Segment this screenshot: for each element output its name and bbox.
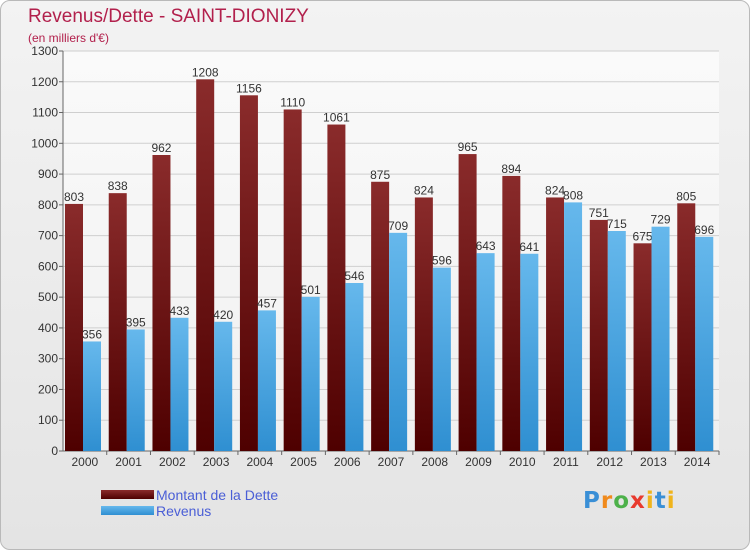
revenue-bar xyxy=(520,253,539,451)
debt-bar xyxy=(458,154,477,452)
debt-bar xyxy=(108,193,127,451)
y-tick-label: 200 xyxy=(38,382,58,396)
debt-value-label: 803 xyxy=(64,190,84,204)
revenue-bar xyxy=(301,296,320,451)
revenue-value-label: 395 xyxy=(126,315,146,329)
debt-value-label: 962 xyxy=(151,141,171,155)
debt-value-label: 894 xyxy=(501,162,521,176)
debt-bar xyxy=(677,203,696,451)
revenue-value-label: 356 xyxy=(82,327,102,341)
y-tick-label: 400 xyxy=(38,321,58,335)
chart-title: Revenus/Dette - SAINT-DIONIZY xyxy=(28,6,309,27)
revenue-value-label: 546 xyxy=(344,269,364,283)
x-tick-label: 2002 xyxy=(159,455,186,469)
legend-swatch-debt xyxy=(101,490,154,499)
chart-subtitle: (en milliers d'€) xyxy=(28,31,109,45)
x-tick-label: 2010 xyxy=(509,455,536,469)
debt-value-label: 1208 xyxy=(192,65,219,79)
y-tick-label: 1300 xyxy=(31,44,58,58)
debt-value-label: 1061 xyxy=(323,111,350,125)
revenue-value-label: 641 xyxy=(519,240,539,254)
revenue-bar xyxy=(476,253,495,451)
debt-value-label: 875 xyxy=(370,168,390,182)
debt-value-label: 805 xyxy=(676,189,696,203)
revenue-value-label: 596 xyxy=(432,254,452,268)
x-tick-label: 2008 xyxy=(421,455,448,469)
debt-bar xyxy=(502,175,521,451)
proxiti-logo: Proxiti xyxy=(583,488,676,514)
x-tick-label: 2013 xyxy=(640,455,667,469)
legend-label-debt: Montant de la Dette xyxy=(156,487,279,503)
revenue-bar xyxy=(651,226,670,451)
x-tick-label: 2006 xyxy=(334,455,361,469)
debt-value-label: 965 xyxy=(458,140,478,154)
revenue-value-label: 433 xyxy=(169,304,189,318)
x-tick-label: 2014 xyxy=(684,455,711,469)
debt-bar xyxy=(239,95,258,452)
revenue-bar xyxy=(214,321,233,451)
debt-value-label: 824 xyxy=(545,183,565,197)
revenue-value-label: 501 xyxy=(301,283,321,297)
revenue-bar xyxy=(83,341,101,451)
debt-value-label: 1156 xyxy=(236,81,262,95)
x-tick-label: 2007 xyxy=(378,455,405,469)
y-tick-label: 100 xyxy=(38,413,58,427)
y-tick-label: 800 xyxy=(38,198,58,212)
revenue-bar xyxy=(564,202,583,451)
x-tick-label: 2012 xyxy=(596,455,623,469)
y-tick-label: 1100 xyxy=(32,106,58,120)
debt-bar xyxy=(546,197,565,451)
revenue-value-label: 709 xyxy=(388,219,408,233)
revenue-bar xyxy=(389,232,408,451)
debt-bar xyxy=(152,155,171,451)
revenue-value-label: 729 xyxy=(651,213,671,227)
debt-bar xyxy=(589,219,608,451)
debt-bar xyxy=(633,243,652,451)
x-tick-label: 2000 xyxy=(72,455,99,469)
y-tick-label: 600 xyxy=(38,259,58,273)
y-tick-label: 500 xyxy=(38,290,58,304)
x-tick-label: 2011 xyxy=(553,455,579,469)
debt-value-label: 824 xyxy=(414,183,434,197)
y-tick-label: 0 xyxy=(51,444,58,458)
revenue-bar xyxy=(126,329,145,451)
revenue-bar xyxy=(345,283,364,451)
x-tick-label: 2003 xyxy=(203,455,230,469)
revenue-bar xyxy=(432,267,451,451)
debt-bar xyxy=(414,197,433,451)
x-tick-label: 2004 xyxy=(246,455,273,469)
debt-value-label: 675 xyxy=(633,229,653,243)
y-tick-label: 1000 xyxy=(31,136,58,150)
revenue-value-label: 643 xyxy=(476,239,496,253)
revenue-value-label: 715 xyxy=(607,217,627,231)
debt-value-label: 751 xyxy=(589,206,609,220)
x-tick-label: 2005 xyxy=(290,455,317,469)
x-tick-label: 2009 xyxy=(465,455,492,469)
y-tick-label: 1200 xyxy=(31,75,58,89)
revenue-value-label: 808 xyxy=(563,188,583,202)
revenue-bar xyxy=(607,231,626,451)
debt-value-label: 838 xyxy=(108,179,128,193)
legend-swatch-revenue xyxy=(101,506,154,515)
debt-bar xyxy=(283,109,302,451)
revenue-bar xyxy=(170,317,189,451)
x-tick-label: 2001 xyxy=(115,455,142,469)
legend-label-revenue: Revenus xyxy=(156,503,212,519)
y-tick-label: 700 xyxy=(38,229,58,243)
debt-bar xyxy=(371,181,390,451)
debt-bar xyxy=(65,203,83,451)
revenue-value-label: 420 xyxy=(213,308,233,322)
debt-bar xyxy=(196,79,215,452)
debt-bar xyxy=(327,124,346,452)
revenue-value-label: 696 xyxy=(694,223,714,237)
debt-value-label: 1110 xyxy=(280,95,305,109)
revenue-bar xyxy=(695,236,714,451)
y-tick-label: 300 xyxy=(38,352,58,366)
y-tick-label: 900 xyxy=(38,167,58,181)
revenue-bar xyxy=(257,310,276,451)
revenue-value-label: 457 xyxy=(257,296,277,310)
